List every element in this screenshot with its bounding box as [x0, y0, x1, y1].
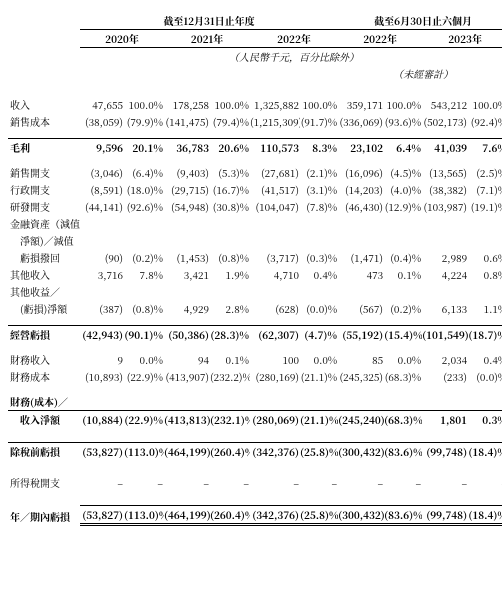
- unit-row: （人民幣千元，百分比除外）: [8, 48, 502, 66]
- row-gross-profit: 毛利 9,59620.1% 36,78320.6% 110,5738.3% 23…: [8, 139, 502, 157]
- period-header-row: 截至12月31日止年度 截至6月30日止六個月: [8, 12, 502, 30]
- row-other-income: 其他收入 3,7167.8% 3,4211.9% 4,7100.4% 4730.…: [8, 266, 502, 283]
- row-net-loss: 年／期內虧損 (53,827)(113.0)% (464,199)(260.4)…: [8, 506, 502, 525]
- unaudited-label: （未經審計）: [338, 65, 502, 82]
- col-h2022: 2022年: [338, 30, 422, 48]
- row-selling: 銷售開支 (3,046)(6.4)% (9,403)(5.3)% (27,681…: [8, 164, 502, 181]
- row-admin: 行政開支 (8,591)(18.0)% (29,715)(16.7)% (41,…: [8, 181, 502, 198]
- period-1-header: 截至12月31日止年度: [80, 12, 338, 30]
- year-header-row: 2020年 2021年 2022年 2022年 2023年: [8, 30, 502, 48]
- row-rd: 研發開支 (44,141)(92.6)% (54,948)(30.8)% (10…: [8, 198, 502, 215]
- label-rd: 研發開支: [8, 198, 80, 215]
- row-revenue: 收入 47,655100.0% 178,258100.0% 1,325,8821…: [8, 96, 502, 113]
- row-fa-line3: 虧損撥回 (90)(0.2)% (1,453)(0.8)% (3,717)(0.…: [8, 249, 502, 266]
- label-pretax: 除稅前虧損: [8, 443, 80, 461]
- col-2021: 2021年: [164, 30, 250, 48]
- row-fa-line1: 金融資產（減值: [8, 215, 502, 232]
- row-og-line2: (虧損)淨額 (387)(0.8)% 4,9292.8% (628)(0.0)%…: [8, 300, 502, 317]
- financial-table: 截至12月31日止年度 截至6月30日止六個月 2020年 2021年 2022…: [8, 12, 502, 526]
- label-revenue: 收入: [8, 96, 80, 113]
- label-admin: 行政開支: [8, 181, 80, 198]
- label-oploss: 經營虧損: [8, 326, 80, 344]
- row-finance-cost: 財務成本 (10,893)(22.9)% (413,907)(232.2)% (…: [8, 368, 502, 385]
- row-finance-income: 財務收入 90.0% 940.1% 1000.0% 850.0% 2,0340.…: [8, 351, 502, 368]
- col-h2023: 2023年: [422, 30, 502, 48]
- label-og: (虧損)淨額: [8, 300, 80, 317]
- col-2022: 2022年: [250, 30, 338, 48]
- col-2020: 2020年: [80, 30, 164, 48]
- label-fcost: 財務成本: [8, 368, 80, 385]
- row-fn-line2: 收入淨額 (10,884)(22.9)% (413,813)(232.1)% (…: [8, 411, 502, 429]
- unit-label: （人民幣千元，百分比除外）: [80, 48, 502, 66]
- label-selling: 銷售開支: [8, 164, 80, 181]
- row-tax: 所得稅開支 –– –– –– –– ––: [8, 474, 502, 491]
- row-fn-line1: 財務(成本)／: [8, 393, 502, 411]
- label-netloss: 年／期內虧損: [8, 506, 80, 525]
- label-fn: 收入淨額: [8, 411, 80, 429]
- label-finc: 財務收入: [8, 351, 80, 368]
- row-fa-line2: 淨額)／減值: [8, 232, 502, 249]
- row-pretax-loss: 除稅前虧損 (53,827)(113.0)% (464,199)(260.4)%…: [8, 443, 502, 461]
- label-oinc: 其他收入: [8, 266, 80, 283]
- label-tax: 所得稅開支: [8, 474, 80, 491]
- row-operating-loss: 經營虧損 (42,943)(90.1)% (50,386)(28.3)% (62…: [8, 326, 502, 344]
- unaudited-row: （未經審計）: [8, 65, 502, 82]
- row-cogs: 銷售成本 (38,059)(79.9)% (141,475)(79.4)% (1…: [8, 113, 502, 130]
- row-og-line1: 其他收益／: [8, 283, 502, 300]
- period-2-header: 截至6月30日止六個月: [338, 12, 502, 30]
- label-gross: 毛利: [8, 139, 80, 157]
- label-cogs: 銷售成本: [8, 113, 80, 130]
- label-fa: 虧損撥回: [8, 249, 80, 266]
